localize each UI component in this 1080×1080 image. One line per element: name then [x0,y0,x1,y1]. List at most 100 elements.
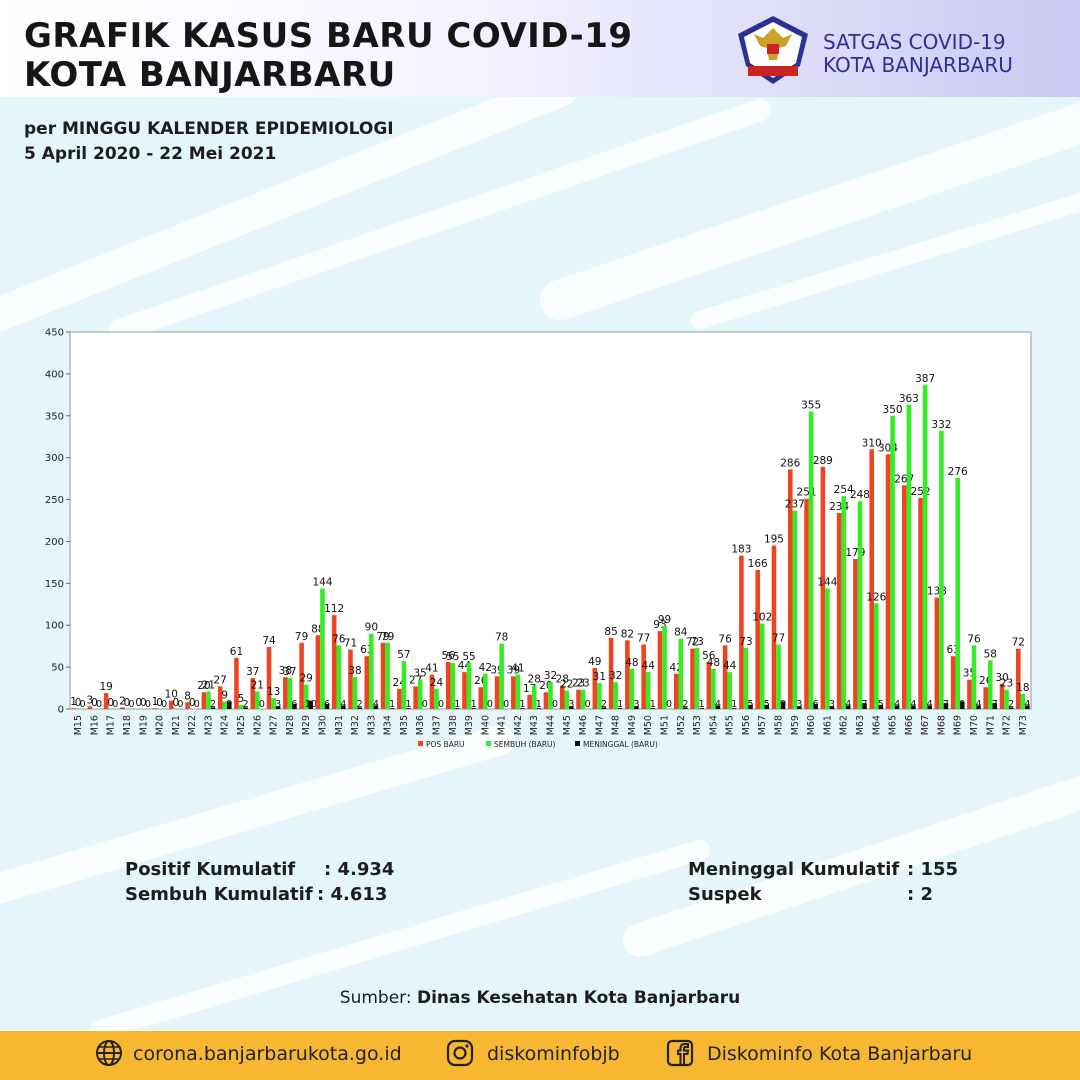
data-label: 77 [637,632,650,644]
bar-sembuh-baru [320,588,325,709]
bar-meninggal-baru [324,703,330,709]
data-label: 9 [226,699,232,710]
bar-pos-baru [673,673,679,709]
data-label: 37 [283,666,296,678]
bar-pos-baru [608,637,614,709]
bar-meninggal-baru [569,706,574,709]
y-tick-label: 100 [45,621,64,632]
data-label: 0 [438,699,444,710]
bar-pos-baru [494,676,500,709]
bar-meninggal-baru [894,705,900,709]
bar-sembuh-baru [841,496,846,709]
source-prefix: Sumber: [339,988,417,1008]
data-label: 0 [503,699,509,710]
footer-instagram[interactable]: diskominfobjb [446,1039,620,1067]
meninggal-kumulatif-value: : 155 [907,859,959,880]
facebook-page: Diskominfo Kota Banjarbaru [707,1043,973,1065]
x-tick-label: M42 [513,715,524,735]
suspek-value: : 2 [907,884,933,905]
data-label: 72 [686,637,699,649]
data-label: 85 [604,626,617,638]
data-label: 3 [829,699,835,710]
bar-sembuh-baru [743,647,749,709]
data-label: 5 [238,693,245,705]
footer-website[interactable]: corona.banjarbarukota.go.id [96,1040,402,1066]
bar-pos-baru [527,694,532,709]
data-label: 6 [324,699,330,710]
bar-pos-baru [559,685,565,709]
data-label: 84 [674,627,688,639]
x-tick-label: M18 [122,715,133,735]
bar-pos-baru [967,679,972,709]
y-tick-label: 350 [45,411,64,422]
bar-sembuh-baru [548,682,553,709]
x-tick-label: M45 [562,715,573,735]
data-label: 355 [801,400,821,412]
bar-pos-baru [331,615,337,709]
bar-pos-baru [787,469,793,709]
x-tick-label: M44 [546,715,557,735]
bar-sembuh-baru [483,673,488,709]
data-label: 3 [796,699,802,710]
bar-pos-baru [950,656,956,709]
bar-pos-baru [478,687,484,709]
data-label: 56 [702,650,716,662]
data-label: 0 [129,699,135,710]
bar-meninggal-baru [829,706,835,709]
data-label: 44 [642,660,656,672]
bar-sembuh-baru [206,691,211,709]
data-label: 1 [405,699,411,710]
bar-meninggal-baru [275,706,281,709]
data-label: 5 [764,699,770,710]
bar-sembuh-baru [825,588,830,709]
bar-pos-baru [771,545,777,709]
x-tick-label: M33 [366,715,377,735]
bar-sembuh-baru [873,603,879,709]
data-label: 79 [381,631,394,643]
data-label: 7 [943,699,949,710]
data-label: 1 [617,699,623,710]
x-tick-label: M51 [660,715,671,735]
bar-pos-baru [266,647,272,709]
bar-pos-baru [152,708,158,709]
data-label: 21 [251,679,264,691]
bar-sembuh-baru [629,668,635,709]
x-tick-label: M49 [627,715,638,735]
data-label: 9 [959,699,965,710]
bar-meninggal-baru [683,707,688,709]
x-tick-label: M61 [822,715,833,735]
data-source: Sumber: Dinas Kesehatan Kota Banjarbaru [0,988,1080,1008]
data-label: 251 [797,487,817,499]
data-label: 102 [752,612,772,624]
data-label: 61 [230,646,243,658]
bar-sembuh-baru [238,704,244,709]
bar-pos-baru [217,686,223,709]
data-label: 10 [165,689,178,701]
bar-pos-baru [429,674,435,709]
bar-meninggal-baru [406,708,411,709]
bar-sembuh-baru [906,404,912,709]
data-label: 0 [666,699,672,710]
bar-pos-baru [576,689,581,709]
bar-meninggal-baru [243,707,248,709]
y-tick-label: 0 [58,705,64,716]
data-label: 0 [177,699,183,710]
x-tick-label: M46 [578,715,589,735]
satgas-garuda-logo [738,16,808,84]
data-label: 77 [772,632,785,644]
legend-swatch [486,741,491,746]
bar-pos-baru [120,707,125,709]
y-tick-label: 50 [51,663,64,674]
data-label: 19 [99,681,112,693]
bar-pos-baru [397,688,402,709]
footer-facebook[interactable]: Diskominfo Kota Banjarbaru [666,1039,973,1067]
x-tick-label: M35 [399,715,410,735]
x-tick-label: M17 [106,715,117,735]
data-label: 248 [850,489,870,501]
bar-sembuh-baru [678,638,684,709]
x-tick-label: M20 [155,715,166,735]
bar-meninggal-baru [911,705,916,709]
bar-pos-baru [315,635,321,709]
bar-pos-baru [234,657,239,709]
bar-sembuh-baru [466,662,472,709]
